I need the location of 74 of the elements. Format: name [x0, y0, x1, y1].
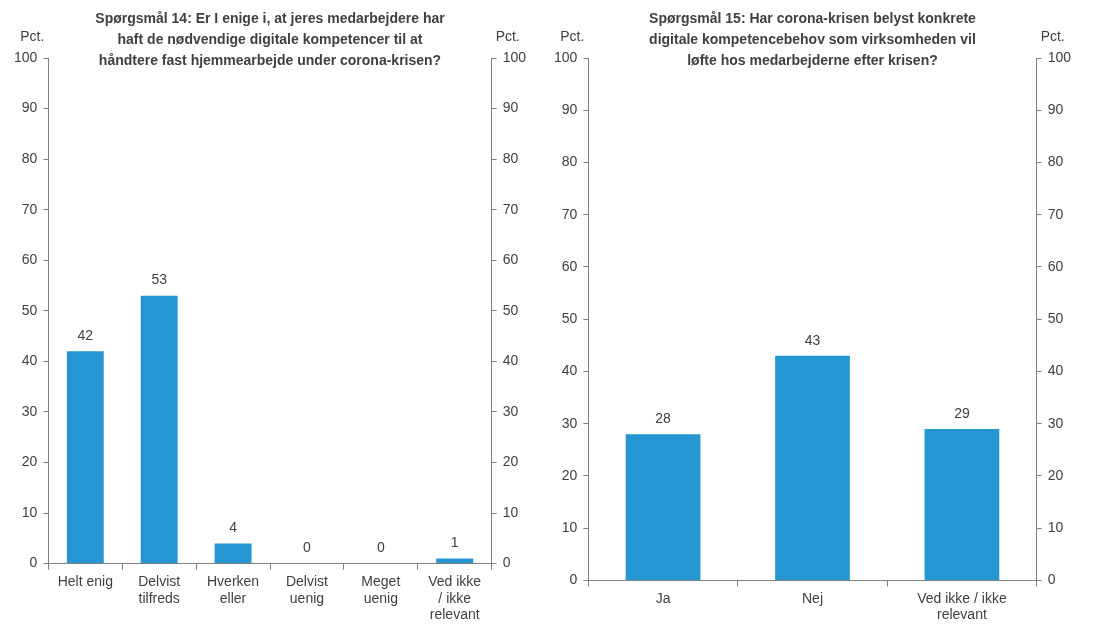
- x-tick-label: Hverken eller: [206, 572, 260, 606]
- y2-tick-label: 20: [1047, 466, 1064, 483]
- y-tick-label: 100: [554, 48, 578, 65]
- data-label: 1: [450, 534, 459, 551]
- y2-tick-label: 100: [1047, 48, 1072, 65]
- x-tick-label: Nej: [801, 589, 824, 606]
- data-label: 0: [376, 539, 385, 556]
- x-tick-label: Meget uenig: [361, 572, 401, 606]
- data-label: 29: [954, 404, 970, 421]
- y2-tick-label: 0: [1047, 571, 1056, 588]
- y2-tick-label: 90: [502, 99, 519, 116]
- y-tick-label: 10: [561, 519, 578, 536]
- y-tick-label: 80: [561, 153, 578, 170]
- y-tick-label: 60: [561, 257, 578, 274]
- y2-tick-label: 70: [502, 200, 519, 217]
- y2-tick-label: 10: [502, 503, 519, 520]
- y2-axis-title: Pct.: [1040, 27, 1065, 44]
- data-label: 42: [77, 327, 94, 344]
- y2-tick-label: 50: [502, 301, 519, 318]
- x-tick-label: Helt enig: [57, 572, 113, 589]
- x-tick-label: Ved ikke / ikke relevant: [917, 589, 1007, 623]
- data-label: 43: [804, 331, 821, 348]
- data-label: 53: [151, 271, 168, 288]
- bar: [625, 434, 701, 580]
- y-tick-label: 30: [21, 402, 38, 419]
- y2-tick-label: 60: [502, 251, 519, 268]
- x-tick-label: Ja: [655, 589, 671, 606]
- bar: [66, 351, 104, 564]
- y-tick-label: 10: [21, 503, 38, 520]
- y-tick-label: 80: [21, 149, 38, 166]
- y2-axis-title: Pct.: [495, 27, 520, 44]
- data-label: 4: [229, 519, 238, 536]
- y-tick-label: 20: [21, 453, 38, 470]
- bar: [214, 543, 252, 564]
- y2-tick-label: 80: [1047, 153, 1064, 170]
- bar: [140, 295, 178, 564]
- y-axis-title: Pct.: [20, 27, 45, 44]
- y-tick-label: 90: [21, 99, 38, 116]
- y-tick-label: 0: [29, 554, 38, 571]
- y-tick-label: 90: [561, 101, 578, 118]
- y2-tick-label: 10: [1047, 519, 1064, 536]
- y2-tick-label: 70: [1047, 205, 1064, 222]
- y2-tick-label: 100: [502, 48, 527, 65]
- x-tick-label: Delvist uenig: [285, 572, 329, 606]
- y-tick-label: 50: [21, 301, 38, 318]
- bar: [775, 355, 850, 580]
- y-tick-label: 40: [561, 362, 578, 379]
- y-tick-label: 40: [21, 352, 38, 369]
- y-tick-label: 70: [21, 200, 38, 217]
- y2-tick-label: 40: [502, 352, 519, 369]
- y2-tick-label: 30: [1047, 414, 1064, 431]
- y-tick-label: 0: [569, 571, 578, 588]
- y2-tick-label: 90: [1047, 101, 1064, 118]
- bar: [924, 428, 1000, 580]
- data-label: 28: [655, 409, 672, 426]
- y2-tick-label: 40: [1047, 362, 1064, 379]
- chart-title: Spørgsmål 15: Har corona-krisen belyst konkrete digitale kompetencebehov som virksomheden vil løfte hos medarbejderne efter krisen?: [648, 9, 977, 70]
- y2-tick-label: 80: [502, 149, 519, 166]
- y-tick-label: 70: [561, 205, 578, 222]
- y2-tick-label: 60: [1047, 257, 1064, 274]
- y-tick-label: 60: [21, 251, 38, 268]
- x-tick-label: Delvist tilfreds: [138, 572, 181, 606]
- y2-tick-label: 0: [502, 554, 511, 571]
- y-tick-label: 20: [561, 466, 578, 483]
- x-tick-label: Ved ikke / ikke relevant: [428, 572, 482, 623]
- y-tick-label: 100: [14, 48, 38, 65]
- y-axis-title: Pct.: [560, 27, 585, 44]
- y2-tick-label: 20: [502, 453, 519, 470]
- y-tick-label: 50: [561, 310, 578, 327]
- data-label: 0: [303, 539, 312, 556]
- y2-tick-label: 30: [502, 402, 519, 419]
- chart-title: Spørgsmål 14: Er I enige i, at jeres medarbejdere har haft de nødvendige digitale kompetencer til at håndtere fast hjemmearbejde under corona-krisen?: [94, 9, 446, 70]
- y2-tick-label: 50: [1047, 310, 1064, 327]
- y-tick-label: 30: [561, 414, 578, 431]
